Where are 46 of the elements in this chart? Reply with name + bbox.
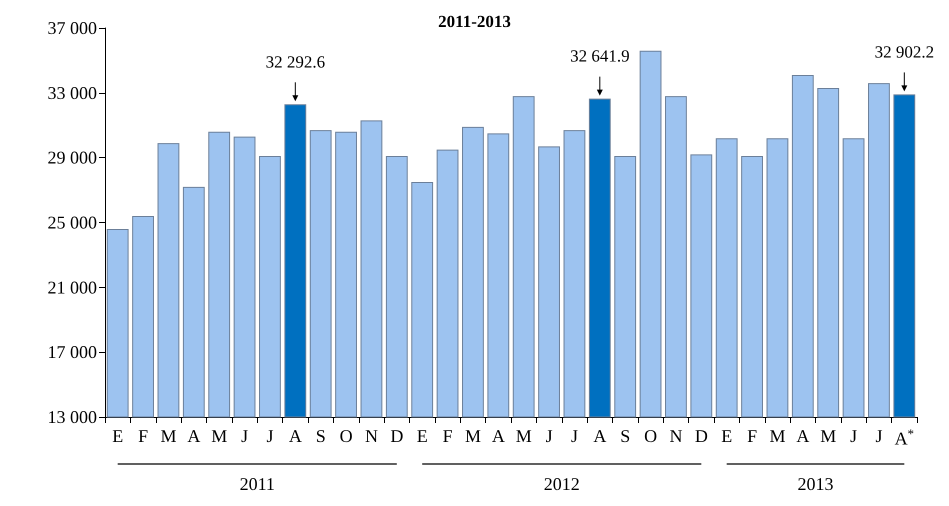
x-tick-label: J bbox=[266, 426, 274, 446]
x-tick-label: S bbox=[316, 426, 326, 446]
x-tick-label: A bbox=[288, 426, 302, 446]
x-tick-label: J bbox=[875, 426, 882, 446]
x-tick-label: A* bbox=[894, 426, 914, 448]
x-tick-label: E bbox=[416, 426, 428, 446]
x-tick-label: F bbox=[138, 426, 148, 446]
data-label: 32 641.9 bbox=[570, 46, 630, 66]
y-tick-label: 37 000 bbox=[48, 18, 97, 38]
chart-title: 2011-2013 bbox=[438, 12, 511, 31]
x-tick-label: O bbox=[644, 426, 658, 446]
y-tick-label: 21 000 bbox=[48, 277, 97, 298]
y-tick-label: 29 000 bbox=[48, 148, 97, 168]
x-tick-label: J bbox=[241, 426, 248, 446]
x-tick-label: J bbox=[570, 426, 578, 446]
x-tick-label: A bbox=[796, 426, 810, 446]
x-tick-label: D bbox=[390, 426, 404, 446]
data-label: 32 902.2 bbox=[874, 42, 934, 62]
x-tick-label: M bbox=[516, 426, 532, 446]
x-tick-label: M bbox=[820, 426, 836, 446]
x-tick-label: O bbox=[340, 426, 353, 446]
x-tick-label: A bbox=[593, 426, 606, 446]
data-label: 32 292.6 bbox=[266, 52, 326, 72]
y-tick-label: 33 000 bbox=[48, 82, 97, 103]
x-tick-label: F bbox=[442, 426, 453, 446]
x-tick-label: A bbox=[187, 426, 200, 446]
x-tick-label: M bbox=[160, 426, 176, 446]
x-tick-label: M bbox=[464, 426, 481, 446]
x-tick-label: N bbox=[364, 426, 378, 446]
x-tick-label: M bbox=[769, 426, 786, 446]
text: 2011 bbox=[240, 474, 275, 494]
x-tick-label: J bbox=[546, 426, 553, 446]
text: 2013 bbox=[798, 474, 834, 494]
y-tick-label: 17 000 bbox=[48, 342, 97, 362]
x-tick-label: M bbox=[211, 426, 228, 446]
x-tick-label: A bbox=[492, 426, 505, 446]
y-tick-label: 13 000 bbox=[48, 407, 97, 427]
x-tick-label: J bbox=[850, 426, 858, 446]
x-tick-label: S bbox=[620, 426, 630, 446]
y-tick-label: 25 000 bbox=[48, 212, 97, 232]
text: 2012 bbox=[544, 474, 580, 494]
x-tick-label: E bbox=[721, 426, 732, 446]
x-tick-label: F bbox=[747, 426, 758, 446]
x-tick-label: E bbox=[112, 426, 124, 446]
x-tick-label: D bbox=[694, 426, 708, 446]
x-tick-label: N bbox=[669, 426, 682, 446]
